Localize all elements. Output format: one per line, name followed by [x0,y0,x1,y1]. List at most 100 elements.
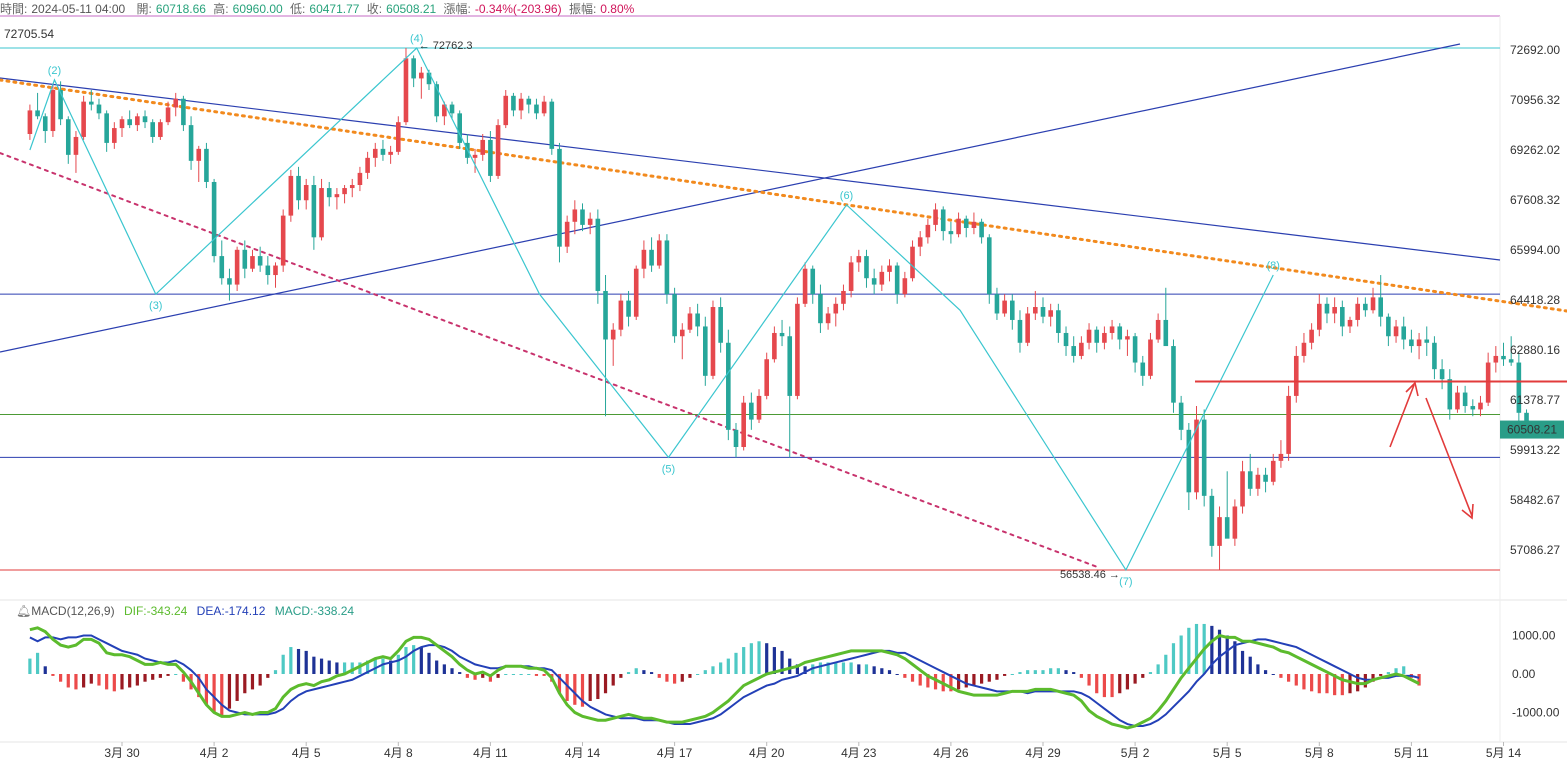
amplitude-label: 振幅: [568,2,597,16]
wave-label: (6) [840,190,853,202]
candle [641,240,647,279]
candle-body [211,181,217,257]
candle-body [96,104,102,114]
candle [1186,423,1192,511]
candle [250,249,255,272]
candle-body [1347,319,1353,327]
candle [518,92,524,120]
candle [1455,385,1460,413]
candle-body [104,113,109,143]
candle-body [1370,297,1376,311]
candle-body [633,268,639,317]
x-tick-label: 5月 11 [1394,746,1429,760]
candle [1424,326,1430,356]
macd-histogram-bar [703,670,707,674]
amplitude-value: 0.80% [600,2,635,16]
candle-body [518,98,524,111]
wave-label: (5) [662,463,675,475]
candle-body [1401,326,1407,340]
candle-body [1071,346,1076,356]
candle-body [35,110,40,117]
macd-histogram-bar [319,658,324,674]
macd-histogram-bar [128,674,132,688]
candle [257,246,263,272]
ascending-channel-line [0,43,1461,353]
candle [273,262,278,288]
macd-tick-label: -1000.00 [1512,706,1560,720]
price-tick-label: 67608.32 [1510,193,1560,207]
candle-body [795,303,800,396]
low-annotation: 56538.46 → [1060,569,1120,581]
macd-histogram-bar [673,674,677,684]
candle [818,284,823,333]
candle [58,81,63,126]
candle [1478,395,1483,417]
candle-body [541,101,547,114]
candle [1324,297,1330,324]
candle-body [1209,495,1215,546]
candle-body [81,101,86,137]
macd-histogram-bar [742,647,746,674]
candle [618,294,624,337]
macd-histogram-bar [1302,674,1306,690]
candle [1132,332,1138,373]
macd-histogram-bar [419,647,423,674]
candle-body [242,249,248,269]
candle-body [1493,355,1499,363]
candle [442,101,447,126]
candle-body [833,303,839,314]
candle [587,212,593,235]
candle [265,256,271,285]
candle [119,116,125,137]
candle [833,297,839,327]
candle [334,188,340,210]
candle [342,185,347,204]
candle [856,249,862,272]
grid-layer [0,15,1567,743]
bell-icon[interactable]: 🔔︎ [16,604,32,618]
macd-histogram-bar [1133,674,1137,684]
candle [349,178,355,198]
macd-histogram-bar [243,674,247,694]
candle [779,319,785,347]
down-arrow-line [1425,397,1473,517]
macd-histogram-bar [304,650,308,674]
macd-histogram-bar [573,674,577,705]
candle-body [1485,362,1491,403]
dea-line [29,634,1420,727]
candle [1401,316,1407,350]
wave-label: (8) [1267,260,1280,272]
elliott-wave: (2) (3) (4) (5) (6) (7) (8) [29,33,1280,588]
candle-body [396,122,401,152]
candle [894,262,900,304]
candle [365,151,370,179]
candle [1485,352,1491,407]
trendlines [0,43,1567,569]
candle-body [1240,471,1245,507]
macd-histogram-bar [1310,674,1314,692]
candle [1470,399,1476,417]
candle [1386,313,1391,347]
candle [1086,323,1092,350]
candle [1033,290,1038,320]
candle-body [810,268,816,295]
candle-body [89,101,94,105]
candle-body [311,185,317,238]
candle [1171,339,1176,413]
candle-body [603,290,608,340]
candle-body [733,429,739,448]
macd-histogram-bar [1095,674,1099,694]
candle [503,90,509,129]
candle-body [165,107,171,123]
axes: 72692.00 70956.32 69262.02 67608.32 65994.00… [104,43,1564,760]
macd-histogram-bar [296,648,301,674]
candle [1155,313,1161,343]
candle-body [956,218,961,235]
candle [1240,460,1245,514]
candle-body [848,262,854,291]
macd-tick-label: 1000.00 [1512,629,1556,643]
candle-body [457,113,462,143]
price-tick-label: 62880.16 [1510,343,1560,357]
candle-body [42,116,48,132]
candle [971,212,977,235]
